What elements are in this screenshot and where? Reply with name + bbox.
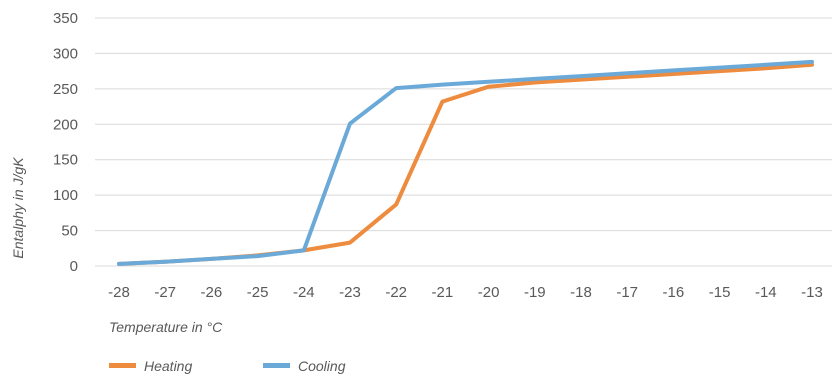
y-tick-label: 300 xyxy=(53,45,78,62)
x-tick-label: -20 xyxy=(478,284,500,301)
legend-heating-swatch xyxy=(109,363,136,368)
x-tick-label: -27 xyxy=(154,284,176,301)
x-tick-label: -16 xyxy=(663,284,685,301)
y-tick-label: 0 xyxy=(70,258,78,275)
x-tick-label: -24 xyxy=(293,284,315,301)
y-tick-label: 200 xyxy=(53,116,78,133)
x-tick-label: -19 xyxy=(524,284,546,301)
x-tick-label: -25 xyxy=(247,284,269,301)
x-tick-label: -26 xyxy=(201,284,223,301)
x-tick-label: -28 xyxy=(108,284,130,301)
legend: Heating Cooling xyxy=(109,358,346,374)
x-axis-tick-labels: -28 -27 -26 -25 -24 -23 -22 -21 -20 -19 -18 -17 -16 -… xyxy=(108,284,823,301)
y-axis-tick-labels: 0 50 100 150 200 250 300 350 xyxy=(53,10,78,275)
x-tick-label: -13 xyxy=(801,284,823,301)
y-tick-label: 350 xyxy=(53,10,78,27)
series-line-heating xyxy=(117,62,814,266)
y-tick-label: 50 xyxy=(61,223,78,240)
x-tick-label: -23 xyxy=(339,284,361,301)
x-tick-label: -17 xyxy=(616,284,638,301)
legend-cooling-label: Cooling xyxy=(298,358,346,374)
x-tick-label: -15 xyxy=(709,284,731,301)
y-axis-title: Entalphy in J/gK xyxy=(10,157,26,259)
grid-lines xyxy=(95,17,832,267)
series-line-cooling xyxy=(117,59,814,266)
x-tick-label: -22 xyxy=(385,284,407,301)
x-tick-label: -18 xyxy=(570,284,592,301)
y-tick-label: 100 xyxy=(53,187,78,204)
series-lines xyxy=(117,59,814,266)
x-tick-label: -14 xyxy=(755,284,777,301)
y-tick-label: 250 xyxy=(53,81,78,98)
legend-cooling-swatch xyxy=(263,363,290,368)
legend-heating-label: Heating xyxy=(144,358,192,374)
x-tick-label: -21 xyxy=(432,284,454,301)
x-axis-title: Temperature in °C xyxy=(109,319,223,335)
y-tick-label: 150 xyxy=(53,152,78,169)
